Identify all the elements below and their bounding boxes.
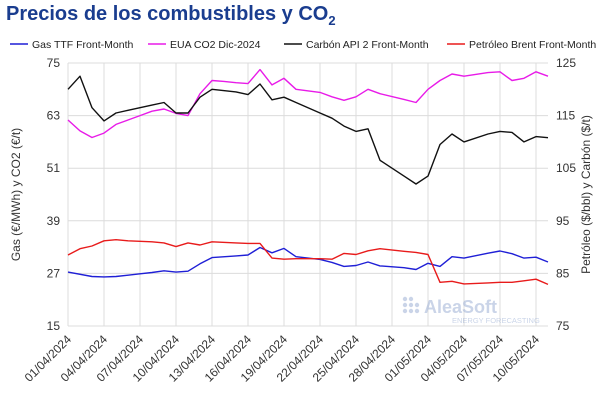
y-left-tick-label: 39 (47, 214, 61, 228)
series-line (67, 68, 549, 139)
legend-item: Petróleo Brent Front-Month (447, 39, 596, 51)
y-left-tick-label: 27 (47, 266, 61, 280)
y-left-tick-label: 75 (47, 56, 61, 70)
series-line (67, 238, 549, 286)
chart-title-main: Precios de los combustibles y CO (6, 3, 329, 25)
y-left-tick-label: 15 (47, 319, 61, 333)
y-right-tick-label: 85 (556, 266, 570, 280)
logo-tagline: ENERGY FORECASTING (452, 316, 540, 325)
chart-title-subscript: 2 (328, 13, 336, 28)
y-right-tick-label: 75 (556, 319, 570, 333)
chart-title: Precios de los combustibles y CO2 (6, 3, 336, 28)
legend: Gas TTF Front-Month EUA CO2 Dic-2024 Carbó… (10, 39, 596, 51)
logo-brand: AleaSoft (424, 297, 497, 317)
legend-label: Carbón API 2 Front-Month (306, 39, 429, 51)
legend-label: EUA CO2 Dic-2024 (170, 39, 261, 51)
series-lines (67, 68, 549, 286)
y-right-tick-label: 95 (556, 214, 570, 228)
y-left-axis-title: Gas (€/MWh) y CO2 (€/t) (9, 128, 23, 261)
y-right-axis-title: Petróleo ($/bbl) y Carbón ($/t) (579, 115, 593, 274)
y-right-tick-label: 105 (556, 161, 576, 175)
grid (67, 62, 548, 327)
legend-label: Gas TTF Front-Month (32, 39, 133, 51)
aleasoft-logo: AleaSoft ENERGY FORECASTING (402, 296, 540, 325)
legend-item: Carbón API 2 Front-Month (284, 39, 429, 51)
series-line (67, 75, 549, 185)
y-right-tick-label: 125 (556, 56, 576, 70)
legend-item: Gas TTF Front-Month (10, 39, 133, 51)
logo-mark-icon (402, 296, 420, 314)
y-left-tick-label: 51 (47, 161, 61, 175)
y-right-tick-label: 115 (556, 109, 575, 123)
legend-label: Petróleo Brent Front-Month (469, 39, 596, 51)
legend-item: EUA CO2 Dic-2024 (148, 39, 261, 51)
y-left-tick-label: 63 (47, 109, 61, 123)
